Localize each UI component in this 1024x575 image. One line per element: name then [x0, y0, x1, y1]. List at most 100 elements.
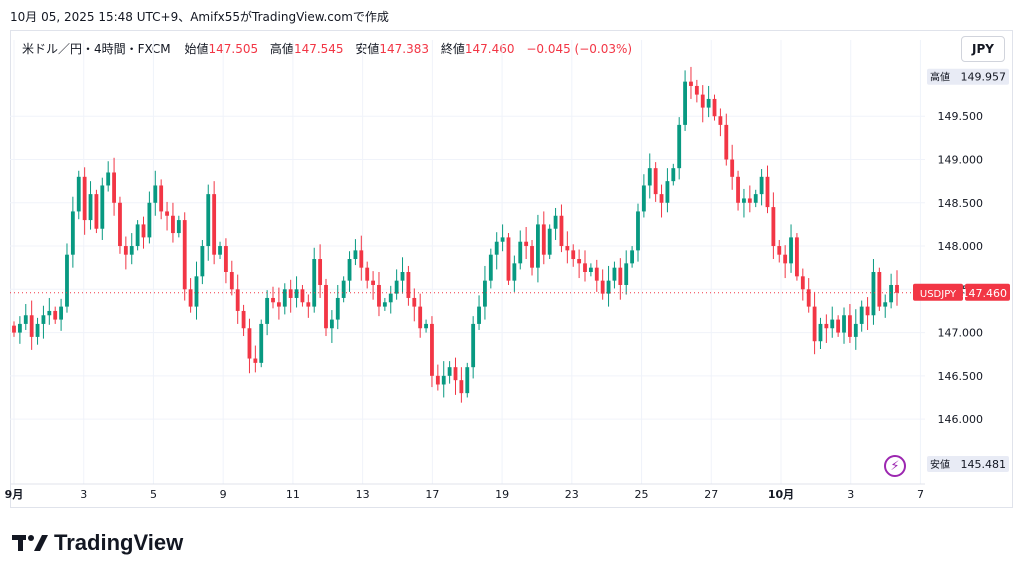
candle-body: [477, 306, 481, 324]
candle-body: [624, 263, 629, 285]
candle-body: [53, 310, 58, 320]
last-price-tag: [965, 283, 1010, 301]
candle-body: [800, 276, 805, 290]
tradingview-wordmark: TradingView: [54, 530, 184, 555]
candle-body: [488, 254, 493, 281]
x-tick-label: 19: [495, 488, 509, 501]
candle-body: [500, 237, 505, 242]
candle-body: [583, 263, 587, 272]
candle-body: [777, 246, 782, 255]
candle-body: [176, 220, 181, 234]
candle-body: [76, 176, 81, 212]
candle-body: [129, 246, 134, 255]
x-tick-label: 11: [286, 488, 300, 501]
y-tick-label: 148.000: [938, 240, 984, 253]
candle-body: [506, 237, 511, 281]
candle-body: [12, 325, 16, 333]
candle-body: [712, 98, 717, 117]
candle-body: [659, 194, 664, 203]
x-tick-label: 5: [150, 488, 157, 501]
candle-body: [842, 315, 846, 333]
candle-body: [441, 375, 446, 385]
tv-logo-icon: [12, 535, 48, 551]
x-tick-label: 3: [80, 488, 87, 501]
chart-caption: 10月 05, 2025 15:48 UTC+9、Amifx55がTrading…: [10, 10, 389, 24]
candle-body: [276, 302, 281, 307]
candle-body: [459, 380, 464, 394]
candle-body: [636, 211, 640, 251]
currency-button[interactable]: JPY: [961, 36, 1005, 62]
candle-body: [742, 198, 746, 203]
candle-body: [335, 297, 340, 320]
candle-body: [382, 302, 387, 307]
candle-body: [524, 241, 529, 247]
candle-body: [895, 284, 899, 293]
candle-body: [70, 211, 75, 255]
candle-body: [94, 194, 99, 229]
candle-body: [224, 246, 228, 272]
candle-body: [724, 124, 729, 160]
candle-body: [318, 259, 323, 285]
candle-body: [29, 315, 34, 337]
high-label: 高値: [269, 42, 294, 56]
candle-body: [265, 297, 270, 324]
candle-body: [730, 159, 735, 177]
candle-body: [123, 246, 128, 255]
candle-body: [465, 367, 470, 394]
candle-body: [883, 302, 888, 307]
candle-body: [865, 306, 870, 316]
candle-body: [100, 185, 105, 229]
candle-body: [853, 323, 858, 337]
candle-body: [194, 276, 199, 307]
candle-body: [371, 280, 375, 285]
candle-body: [818, 323, 823, 342]
candle-body: [577, 259, 582, 264]
candle-body: [530, 246, 534, 268]
candle-body: [830, 319, 835, 329]
low-price-tag: [927, 456, 1009, 473]
candle-body: [271, 297, 275, 303]
candle-body: [765, 176, 770, 208]
x-tick-label: 17: [425, 488, 439, 501]
candle-body: [859, 306, 864, 324]
candle-body: [341, 280, 346, 298]
candle-body: [600, 280, 605, 294]
candle-body: [41, 315, 46, 324]
candle-body: [430, 323, 434, 376]
candle-body: [494, 241, 499, 255]
candle-body: [606, 280, 611, 294]
candle-body: [253, 358, 258, 363]
candle-body: [571, 250, 576, 260]
y-tick-label: 146.000: [938, 413, 984, 426]
lightning-icon[interactable]: ⚡: [884, 455, 906, 477]
low-label: 安値: [355, 42, 380, 56]
x-tick-label: 23: [565, 488, 579, 501]
candle-body: [159, 185, 164, 212]
last-symbol-tag: [913, 283, 963, 301]
candle-body: [553, 215, 558, 229]
candle-body: [518, 241, 523, 264]
candle-body: [771, 207, 776, 247]
high-price-label: 高値: [930, 71, 950, 84]
candle-body: [812, 306, 817, 342]
candle-body: [282, 289, 287, 307]
candle-body: [182, 220, 187, 290]
candle-body: [435, 375, 440, 385]
candle-body: [412, 297, 417, 307]
last-price-value: 147.460: [962, 287, 1008, 300]
candle-body: [512, 263, 517, 281]
candle-body: [630, 250, 635, 264]
candle-body: [889, 284, 894, 303]
chart-frame: [10, 30, 1013, 508]
candle-body: [218, 246, 222, 255]
candle-body: [641, 185, 646, 212]
candle-body: [736, 176, 740, 203]
candle-body: [329, 319, 334, 329]
high-price-tag: [927, 68, 1009, 85]
candle-body: [200, 246, 205, 277]
symbol-title[interactable]: 米ドル／円・4時間・FXCM: [22, 42, 171, 56]
candle-body: [35, 323, 40, 337]
candle-body: [700, 94, 705, 108]
candle-body: [259, 323, 264, 363]
